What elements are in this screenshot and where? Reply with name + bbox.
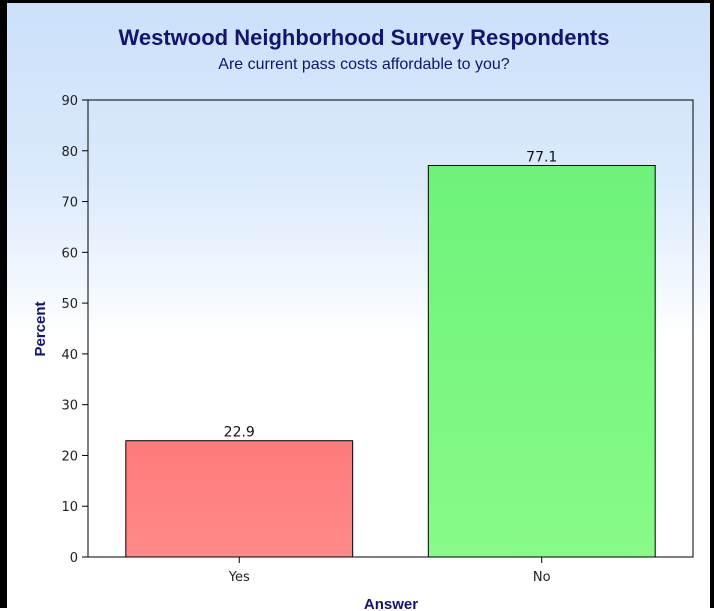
x-axis-label: Answer [364,596,418,611]
y-tick-label: 0 [70,551,78,566]
plot-area [87,99,694,558]
y-tick-label: 10 [61,500,78,515]
data-label-no: 77.1 [526,150,557,166]
y-tick-label: 30 [61,399,78,414]
y-tick-label: 80 [61,145,78,160]
y-tick-label: 40 [61,348,78,363]
y-tick-label: 20 [61,449,78,464]
bars: 22.9 77.1 [125,150,656,558]
x-tick-label-yes: Yes [228,570,250,585]
data-label-yes: 22.9 [224,425,255,441]
y-tick-label: 90 [61,94,78,109]
y-tick-label: 50 [61,297,78,312]
bar-yes [125,440,354,558]
x-tick-label-no: No [533,570,551,585]
chart-subtitle: Are current pass costs affordable to you… [218,56,510,73]
x-axis: Yes No [228,557,551,585]
y-tick-label: 70 [61,196,78,211]
y-axis-label: Percent [32,301,49,356]
y-tick-label: 60 [61,246,78,261]
y-axis: 0 10 20 30 40 50 60 70 80 90 [61,94,88,566]
bar-chart: Westwood Neighborhood Survey Respondents… [32,25,694,611]
bar-no [427,165,656,558]
chart-title: Westwood Neighborhood Survey Respondents [119,25,610,50]
